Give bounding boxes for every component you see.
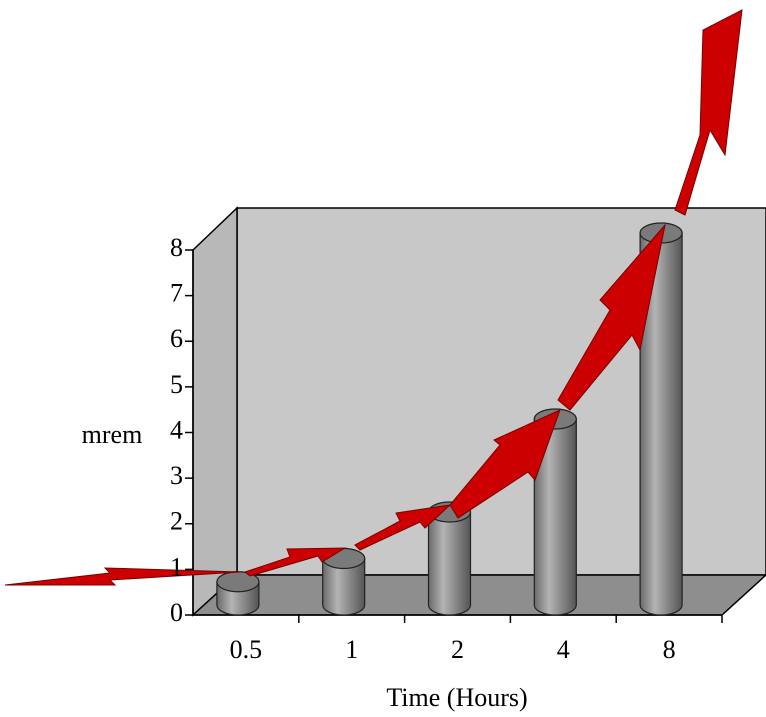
side-wall bbox=[192, 206, 238, 617]
y-tick-label: 8 bbox=[170, 233, 183, 262]
y-axis-title: mrem bbox=[82, 420, 143, 449]
trend-arrows bbox=[4, 9, 743, 586]
x-tick-label: 2 bbox=[451, 635, 464, 664]
y-tick-label: 4 bbox=[170, 415, 183, 444]
y-tick-label: 1 bbox=[170, 552, 183, 581]
back-wall bbox=[236, 207, 766, 576]
bar bbox=[427, 511, 472, 616]
x-axis-title: Time (Hours) bbox=[386, 683, 527, 712]
bar bbox=[533, 418, 577, 616]
x-tick-label: 1 bbox=[345, 635, 358, 664]
bar bbox=[322, 557, 366, 616]
y-tick-label: 0 bbox=[170, 598, 183, 627]
bar bbox=[639, 232, 683, 616]
y-tick-label: 5 bbox=[170, 370, 183, 399]
x-tick-label: 8 bbox=[663, 635, 676, 664]
x-tick-label: 4 bbox=[557, 635, 570, 664]
y-tick-label: 2 bbox=[170, 507, 183, 536]
bars bbox=[216, 222, 683, 616]
y-tick-label: 3 bbox=[170, 461, 183, 490]
y-tick-label: 6 bbox=[170, 324, 183, 353]
y-tick-label: 7 bbox=[170, 279, 183, 308]
x-tick-label: 0.5 bbox=[230, 635, 263, 664]
